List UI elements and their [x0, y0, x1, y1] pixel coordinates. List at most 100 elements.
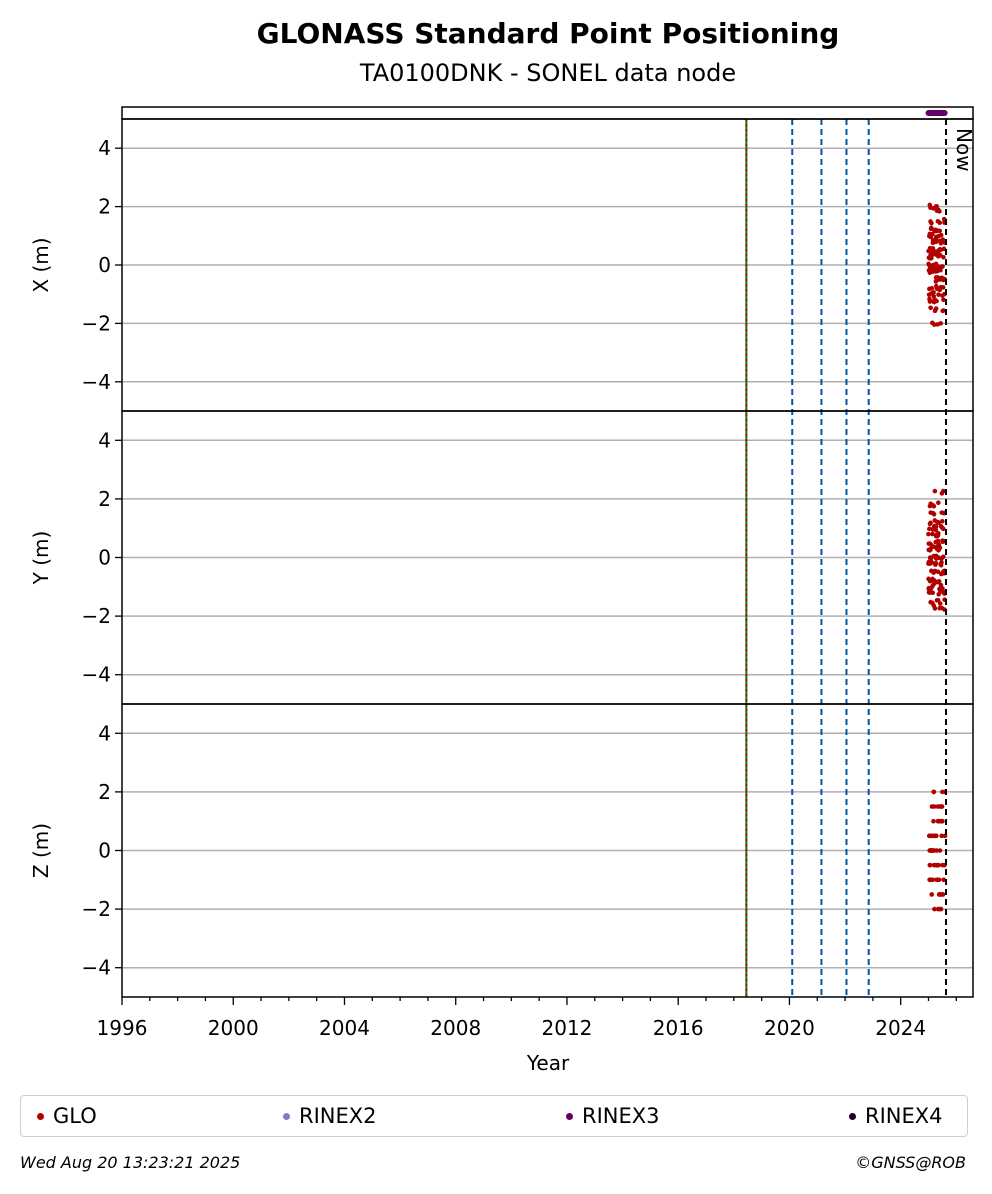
- chart-canvas: GLONASS Standard Point Positioning TA010…: [29, 17, 976, 1075]
- legend-item-rinex3: RINEX3: [566, 1096, 660, 1136]
- glo-point: [929, 892, 935, 897]
- glo-point: [931, 523, 937, 529]
- y-tick-label: 2: [98, 195, 111, 219]
- glo-point: [926, 576, 931, 582]
- glo-point: [937, 287, 943, 293]
- x-tick-label: 2012: [542, 1016, 593, 1040]
- glo-point: [933, 560, 939, 566]
- legend-label-rinex2: RINEX2: [299, 1104, 377, 1128]
- glo-point: [932, 488, 938, 494]
- footer-credit: ©GNSS@ROB: [855, 1153, 966, 1172]
- glo-point: [938, 232, 944, 238]
- x-tick-label: 2016: [653, 1016, 704, 1040]
- glo-point: [927, 245, 933, 251]
- glo-point: [927, 526, 932, 532]
- y-axis-label: Z (m): [29, 823, 53, 878]
- x-tick-label: 2004: [319, 1016, 370, 1040]
- glo-point: [927, 296, 932, 302]
- glo-point: [927, 256, 933, 261]
- glo-point: [933, 283, 939, 289]
- legend-item-glo: GLO: [37, 1096, 97, 1136]
- y-tick-label: −2: [82, 311, 111, 335]
- glo-point: [934, 208, 940, 213]
- glo-point: [935, 218, 941, 224]
- legend-label-glo: GLO: [53, 1104, 97, 1128]
- glo-point: [937, 848, 943, 853]
- glo-point: [940, 308, 946, 314]
- glo-point: [940, 293, 945, 298]
- glo-point: [928, 305, 933, 311]
- y-tick-label: 2: [98, 780, 111, 804]
- glo-point: [932, 228, 937, 233]
- glo-point: [933, 261, 939, 267]
- glo-point: [937, 601, 943, 606]
- glo-point: [935, 228, 940, 234]
- glo-point: [931, 511, 937, 517]
- glo-point: [939, 804, 945, 809]
- y-tick-label: −4: [82, 663, 111, 687]
- glo-point: [930, 531, 935, 537]
- glo-point: [935, 597, 941, 603]
- y-axis-label: Y (m): [29, 531, 53, 586]
- glo-point: [930, 833, 935, 839]
- glo-point: [928, 848, 934, 853]
- glo-point: [935, 544, 940, 550]
- glo-point: [929, 285, 935, 291]
- glo-point: [941, 297, 946, 303]
- now-label: Now: [952, 128, 976, 172]
- legend-marker-glo: [37, 1112, 44, 1120]
- glo-point: [938, 582, 944, 588]
- legend-marker-rinex3: [566, 1112, 573, 1120]
- glo-point: [930, 577, 935, 583]
- y-tick-label: −4: [82, 370, 111, 394]
- glo-point: [931, 603, 937, 608]
- x-axis-label: Year: [526, 1051, 570, 1075]
- y-tick-label: 4: [98, 136, 111, 160]
- glo-point: [931, 804, 937, 809]
- glo-point: [935, 538, 941, 544]
- legend-marker-rinex2: [283, 1112, 290, 1120]
- footer-timestamp: Wed Aug 20 13:23:21 2025: [20, 1153, 241, 1172]
- glo-point: [940, 589, 946, 595]
- x-tick-label: 2020: [764, 1016, 815, 1040]
- legend-item-rinex2: RINEX2: [283, 1096, 377, 1136]
- glo-point: [930, 320, 935, 326]
- glo-point: [939, 833, 944, 839]
- glo-point: [926, 531, 931, 537]
- glo-point: [935, 804, 941, 809]
- legend-label-rinex4: RINEX4: [865, 1104, 943, 1128]
- glo-point: [940, 237, 946, 242]
- glo-point: [932, 518, 938, 523]
- legend-item-rinex4: RINEX4: [849, 1096, 943, 1136]
- glo-point: [936, 520, 941, 526]
- glo-point: [940, 539, 945, 545]
- y-tick-label: −2: [82, 604, 111, 628]
- glo-point: [940, 570, 946, 575]
- glo-point: [927, 202, 933, 208]
- glo-point: [926, 233, 932, 239]
- glo-point: [926, 590, 932, 595]
- y-tick-label: 4: [98, 428, 111, 452]
- glo-point: [926, 261, 931, 267]
- chart-title: GLONASS Standard Point Positioning: [257, 17, 840, 50]
- glo-point: [936, 818, 941, 824]
- glo-point: [936, 275, 942, 281]
- y-tick-label: 2: [98, 487, 111, 511]
- glo-point: [926, 586, 932, 592]
- glo-point: [940, 892, 946, 897]
- glo-point: [926, 559, 932, 565]
- glo-point: [936, 579, 942, 584]
- panel-frame: [121, 703, 974, 998]
- top-strip-frame: [121, 106, 974, 120]
- glo-point: [939, 518, 945, 524]
- glo-point: [926, 541, 932, 546]
- y-tick-label: 4: [98, 721, 111, 745]
- glo-point: [932, 906, 937, 912]
- glo-point: [931, 299, 937, 305]
- legend-marker-rinex4: [849, 1112, 856, 1120]
- x-tick-label: 2008: [430, 1016, 481, 1040]
- glo-point: [935, 252, 940, 258]
- y-tick-label: 0: [98, 253, 111, 277]
- y-tick-label: −4: [82, 956, 111, 980]
- y-axis-label: X (m): [29, 237, 53, 292]
